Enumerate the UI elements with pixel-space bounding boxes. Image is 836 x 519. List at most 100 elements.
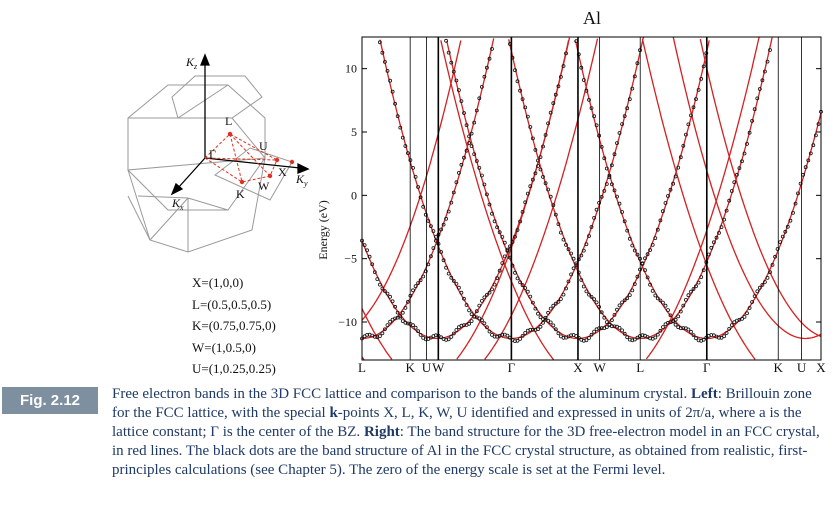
dft-band-point xyxy=(622,114,627,118)
dft-band-point xyxy=(689,289,693,294)
dft-band-point xyxy=(456,285,461,290)
dft-band-point xyxy=(684,297,688,302)
dft-band-point xyxy=(696,280,701,285)
dft-band-point xyxy=(594,207,599,212)
dft-band-point xyxy=(431,229,436,234)
dft-band-point xyxy=(757,87,762,91)
dft-band-point xyxy=(459,290,464,295)
dft-band-point xyxy=(459,162,464,167)
dft-band-point xyxy=(423,212,428,217)
dft-band-point xyxy=(617,131,622,135)
dft-band-point xyxy=(551,101,556,106)
dft-band-point xyxy=(661,300,665,305)
dft-band-point xyxy=(515,228,520,232)
dft-band-point xyxy=(694,97,698,101)
dft-band-point xyxy=(604,166,609,171)
dft-band-point xyxy=(727,326,732,331)
dft-band-point xyxy=(474,159,479,163)
dft-band-point xyxy=(467,134,472,139)
dft-band-point xyxy=(627,293,632,298)
dft-band-point xyxy=(380,331,385,336)
dft-band-point xyxy=(566,279,571,284)
dft-band-point xyxy=(495,276,500,281)
dft-band-point xyxy=(569,272,573,277)
dft-band-point xyxy=(474,108,479,113)
dft-band-point xyxy=(689,113,693,118)
dft-band-point xyxy=(666,194,670,198)
dft-band-point xyxy=(482,295,487,300)
dft-band-point xyxy=(553,92,558,97)
dft-band-point xyxy=(602,315,607,320)
dft-band-point xyxy=(531,327,535,332)
dft-band-point xyxy=(811,143,816,148)
dft-band-point xyxy=(456,170,461,175)
dft-band-point xyxy=(579,253,584,258)
dft-band-point xyxy=(482,182,487,187)
caption-part: Left xyxy=(691,386,718,402)
dft-band-point xyxy=(372,270,377,275)
dft-band-point xyxy=(444,265,449,270)
dft-band-point xyxy=(592,114,596,119)
dft-band-point xyxy=(385,323,390,328)
dft-band-point xyxy=(592,297,596,302)
dft-band-point xyxy=(398,125,403,130)
dft-band-point xyxy=(604,182,609,186)
dft-band-point xyxy=(717,230,721,235)
dft-band-point xyxy=(365,332,370,337)
dft-band-point xyxy=(709,245,714,250)
caption-part: -points X, L, K, W, U identified and exp… xyxy=(112,405,802,440)
dft-band-point xyxy=(747,130,752,135)
dft-band-point xyxy=(444,216,449,221)
dft-band-point xyxy=(617,325,622,330)
dft-band-point xyxy=(518,280,522,285)
dft-band-point xyxy=(365,248,370,253)
kx-label: Kx xyxy=(171,196,184,212)
dft-band-point xyxy=(666,308,670,313)
dft-band-point xyxy=(648,248,652,252)
dft-band-point xyxy=(653,335,658,340)
dft-band-point xyxy=(464,123,469,127)
dft-band-point xyxy=(640,333,645,338)
dft-band-point xyxy=(462,296,466,301)
dft-band-point xyxy=(615,307,619,312)
dft-band-point xyxy=(625,228,630,233)
dft-band-point xyxy=(454,180,459,185)
dft-band-point xyxy=(678,326,683,331)
dft-band-point xyxy=(581,78,586,82)
dft-band-point xyxy=(775,247,780,251)
dft-band-point xyxy=(630,86,635,91)
dft-band-point xyxy=(569,333,573,338)
dft-band-point xyxy=(449,275,454,280)
x-tick-label: Γ xyxy=(703,360,711,375)
dft-band-point xyxy=(661,209,665,214)
dft-band-point xyxy=(400,135,405,140)
point-l-marker xyxy=(227,131,233,137)
x-tick-label: X xyxy=(573,360,583,375)
dft-band-point xyxy=(694,336,698,341)
dft-band-point xyxy=(469,131,474,136)
dft-band-point xyxy=(505,333,510,338)
y-tick-label: −5 xyxy=(344,252,357,266)
dft-band-point xyxy=(518,88,522,93)
ky-label: Ky xyxy=(295,172,308,188)
dft-band-point xyxy=(635,274,640,279)
dft-band-point xyxy=(686,122,691,127)
dft-band-point xyxy=(694,284,698,289)
coord-l: L=(0.5,0.5,0.5) xyxy=(192,297,272,312)
dft-band-point xyxy=(513,270,517,275)
dft-band-point xyxy=(472,314,477,319)
dft-band-point xyxy=(492,282,497,287)
dft-band-point xyxy=(691,105,696,110)
dft-band-point xyxy=(584,338,589,343)
dft-band-point xyxy=(686,327,691,332)
dft-band-point xyxy=(395,315,400,320)
dft-band-point xyxy=(421,204,426,209)
dft-band-point xyxy=(492,334,497,339)
dft-band-point xyxy=(433,234,438,239)
dft-band-point xyxy=(696,88,701,92)
label-l: L xyxy=(225,114,232,128)
dft-band-point xyxy=(556,299,561,304)
dft-band-point xyxy=(701,268,706,273)
kx-arrow-icon xyxy=(170,182,184,196)
dft-band-point xyxy=(523,286,528,290)
